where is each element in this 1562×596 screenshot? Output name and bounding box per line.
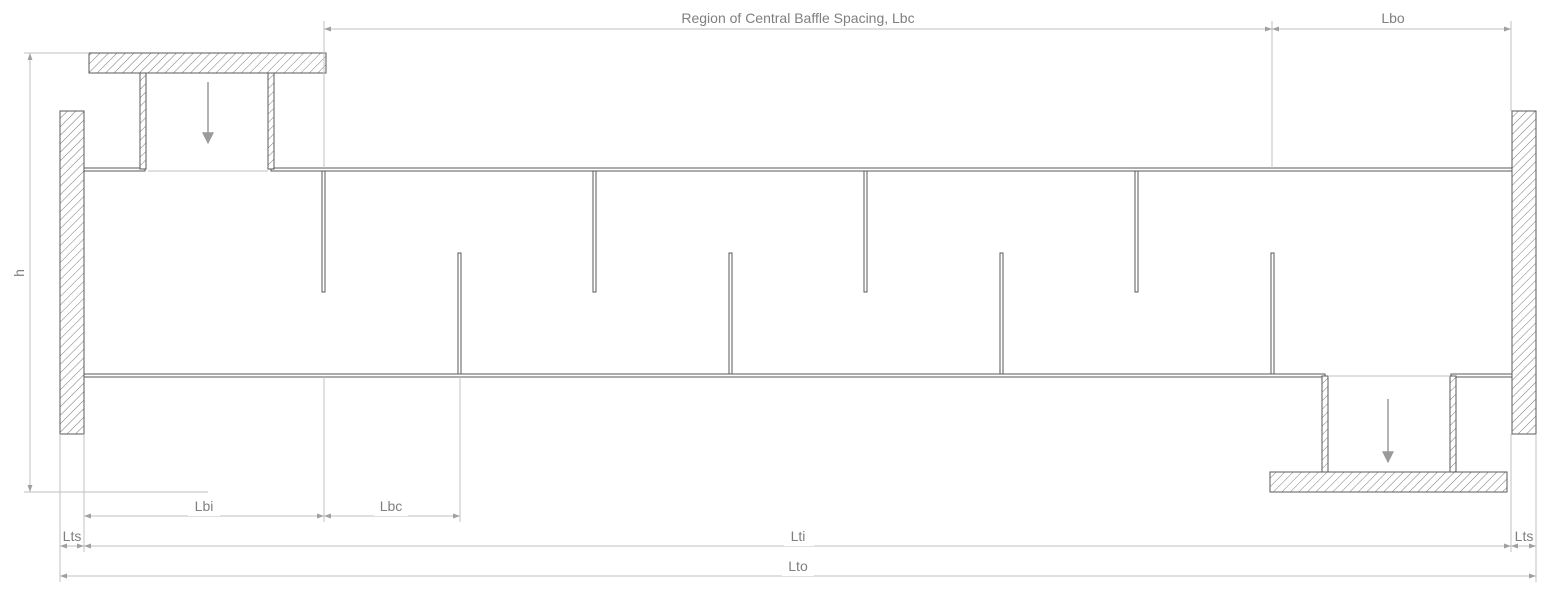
baffle-bottom bbox=[999, 252, 1004, 375]
baffle-top bbox=[321, 170, 326, 293]
lbc-label: Lbc bbox=[380, 498, 403, 514]
lbo-label: Lbo bbox=[1381, 10, 1405, 26]
right-tubesheet bbox=[1511, 110, 1537, 435]
region-label: Region of Central Baffle Spacing, Lbc bbox=[681, 10, 914, 26]
shell-bottom-wall-right bbox=[1450, 373, 1513, 378]
inlet-nozzle-wall-left bbox=[139, 72, 147, 170]
shell-top-wall-right bbox=[270, 167, 1513, 172]
baffle-top bbox=[1134, 170, 1139, 293]
lbi-label: Lbi bbox=[195, 498, 214, 514]
outlet-nozzle-wall-left bbox=[1321, 375, 1329, 473]
h-label: h bbox=[11, 269, 27, 277]
shell-bottom-wall-left bbox=[83, 373, 1326, 378]
lts-right-label: Lts bbox=[1515, 528, 1534, 544]
baffle-top bbox=[592, 170, 597, 293]
lts-left-label: Lts bbox=[63, 528, 82, 544]
lto-label: Lto bbox=[788, 558, 808, 574]
lti-label: Lti bbox=[791, 528, 806, 544]
shell-top-wall-left bbox=[83, 167, 146, 172]
left-tubesheet bbox=[59, 110, 85, 435]
inlet-flange bbox=[88, 52, 327, 74]
inlet-nozzle-wall-right bbox=[267, 72, 275, 170]
baffle-bottom bbox=[728, 252, 733, 375]
baffle-bottom bbox=[457, 252, 462, 375]
baffle-top bbox=[863, 170, 868, 293]
outlet-flange bbox=[1269, 471, 1508, 493]
outlet-nozzle-wall-right bbox=[1449, 375, 1457, 473]
baffle-bottom bbox=[1270, 252, 1275, 375]
